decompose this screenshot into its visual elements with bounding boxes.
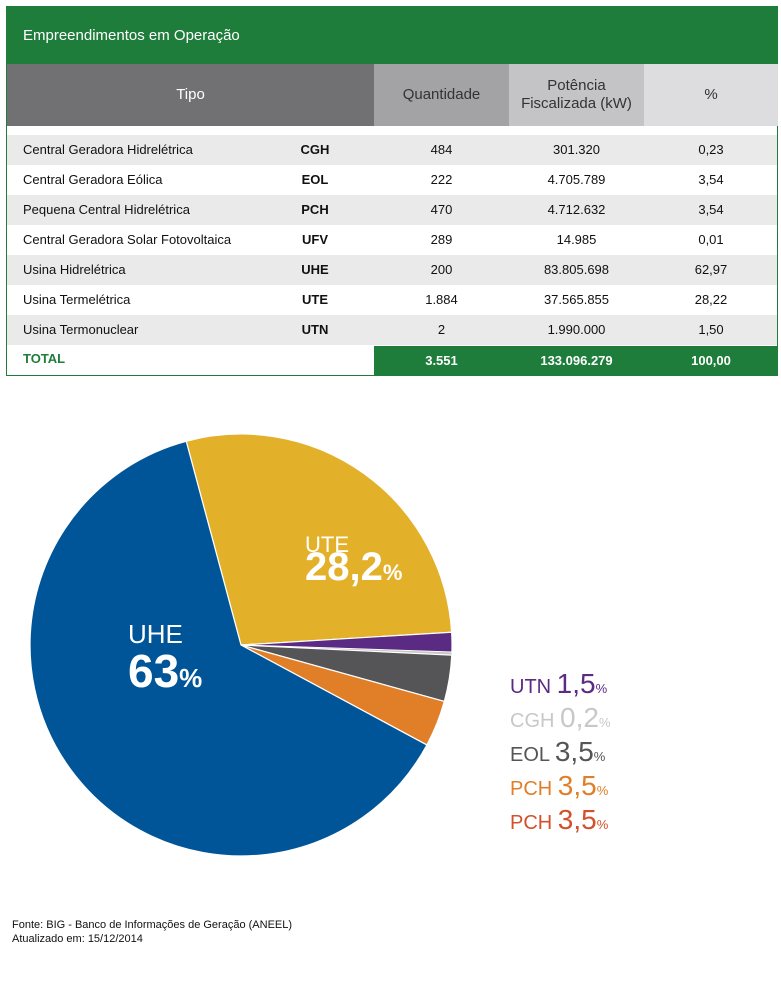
table-body: Central Geradora Hidrelétrica CGH 484 30… [7, 135, 777, 345]
row-quantidade: 222 [430, 172, 453, 187]
table-row: Central Geradora Solar Fotovoltaica UFV … [7, 225, 777, 255]
row-code: CGH [300, 142, 330, 157]
legend-code: PCH [510, 778, 558, 800]
legend-percent-sign: % [598, 715, 611, 730]
row-code: EOL [301, 172, 329, 187]
legend-percent-sign: % [595, 681, 608, 696]
row-name: Central Geradora Eólica [23, 172, 163, 187]
row-name: Central Geradora Hidrelétrica [23, 142, 193, 157]
row-potencia: 4.712.632 [547, 202, 606, 217]
header-potencia-line1: Potência [547, 77, 606, 94]
legend-value: 1,5 [556, 668, 596, 699]
row-quantidade: 484 [430, 142, 453, 157]
row-potencia: 83.805.698 [543, 262, 610, 277]
total-row: TOTAL 3.551 133.096.279 100,00 [7, 346, 778, 376]
header-tipo: Tipo [7, 64, 374, 126]
legend-item-utn: UTN 1,5% [510, 668, 611, 702]
pie-slice-uhe [29, 440, 428, 857]
legend-percent-sign: % [596, 817, 609, 832]
table-row: Usina Termelétrica UTE 1.884 37.565.855 … [7, 285, 777, 315]
legend-item-pch: PCH 3,5% [510, 770, 611, 804]
header-quantidade: Quantidade [374, 64, 509, 126]
slice-label-ute: UTE [305, 532, 349, 557]
total-highlight [374, 346, 778, 376]
header-potencia-line2: Fiscalizada (kW) [521, 95, 632, 112]
updated-line: Atualizado em: 15/12/2014 [12, 933, 143, 945]
row-potencia: 4.705.789 [547, 172, 606, 187]
row-code: UHE [301, 262, 329, 277]
row-code: PCH [301, 202, 329, 217]
row-quantidade: 470 [430, 202, 453, 217]
table-row: Pequena Central Hidrelétrica PCH 470 4.7… [7, 195, 777, 225]
total-potencia: 133.096.279 [540, 353, 613, 368]
table-row: Usina Termonuclear UTN 2 1.990.000 1,50 [7, 315, 777, 345]
legend-percent-sign: % [593, 749, 606, 764]
total-quantidade: 3.551 [425, 353, 458, 368]
legend-value: 0,2 [560, 702, 599, 733]
row-code: UTE [302, 292, 328, 307]
row-quantidade: 200 [430, 262, 453, 277]
row-percent: 3,54 [698, 202, 724, 217]
row-percent: 28,22 [694, 292, 728, 307]
legend-code: PCH [510, 812, 558, 834]
row-name: Pequena Central Hidrelétrica [23, 202, 190, 217]
source-note: Fonte: BIG - Banco de Informações de Ger… [12, 918, 292, 946]
legend-code: UTN [510, 676, 557, 698]
row-percent: 62,97 [694, 262, 728, 277]
row-potencia: 301.320 [553, 142, 600, 157]
legend-value: 3,5 [554, 736, 594, 767]
header-potencia: Potência Fiscalizada (kW) [509, 64, 644, 126]
row-percent: 1,50 [698, 322, 724, 337]
row-quantidade: 1.884 [425, 292, 458, 307]
row-quantidade: 289 [430, 232, 453, 247]
slice-label-uhe: UHE [128, 619, 183, 649]
legend-item-pch: PCH 3,5% [510, 804, 611, 838]
row-percent: 3,54 [698, 172, 724, 187]
legend-value: 3,5 [557, 770, 597, 801]
table-row: Central Geradora Hidrelétrica CGH 484 30… [7, 135, 777, 165]
operations-table: Empreendimentos em Operação Tipo Quantid… [6, 6, 778, 376]
row-code: UFV [302, 232, 328, 247]
row-code: UTN [301, 322, 329, 337]
chart-legend: UTN 1,5% CGH 0,2% EOL 3,5% PCH 3,5% PCH 3,5% [510, 668, 611, 838]
legend-percent-sign: % [596, 783, 609, 798]
row-potencia: 14.985 [556, 232, 597, 247]
pie-slice-ute [185, 433, 453, 646]
row-potencia: 37.565.855 [543, 292, 610, 307]
row-name: Usina Termelétrica [23, 292, 131, 307]
table-header: Tipo Quantidade Potência Fiscalizada (kW… [7, 64, 778, 126]
row-percent: 0,23 [698, 142, 724, 157]
legend-item-eol: EOL 3,5% [510, 736, 611, 770]
row-name: Central Geradora Solar Fotovoltaica [23, 232, 232, 247]
legend-item-cgh: CGH 0,2% [510, 702, 611, 736]
total-percent: 100,00 [691, 353, 731, 368]
row-name: Usina Termonuclear [23, 322, 139, 337]
total-label: TOTAL [23, 351, 66, 366]
row-quantidade: 2 [437, 322, 446, 337]
table-title: Empreendimentos em Operação [7, 7, 777, 64]
legend-value: 3,5 [557, 804, 597, 835]
legend-code: EOL [510, 744, 555, 766]
source-line: Fonte: BIG - Banco de Informações de Ger… [12, 919, 293, 931]
table-row: Usina Hidrelétrica UHE 200 83.805.698 62… [7, 255, 777, 285]
row-name: Usina Hidrelétrica [23, 262, 126, 277]
table-row: Central Geradora Eólica EOL 222 4.705.78… [7, 165, 777, 195]
header-percent: % [644, 64, 778, 126]
row-percent: 0,01 [698, 232, 724, 247]
row-potencia: 1.990.000 [547, 322, 606, 337]
legend-code: CGH [510, 710, 560, 732]
